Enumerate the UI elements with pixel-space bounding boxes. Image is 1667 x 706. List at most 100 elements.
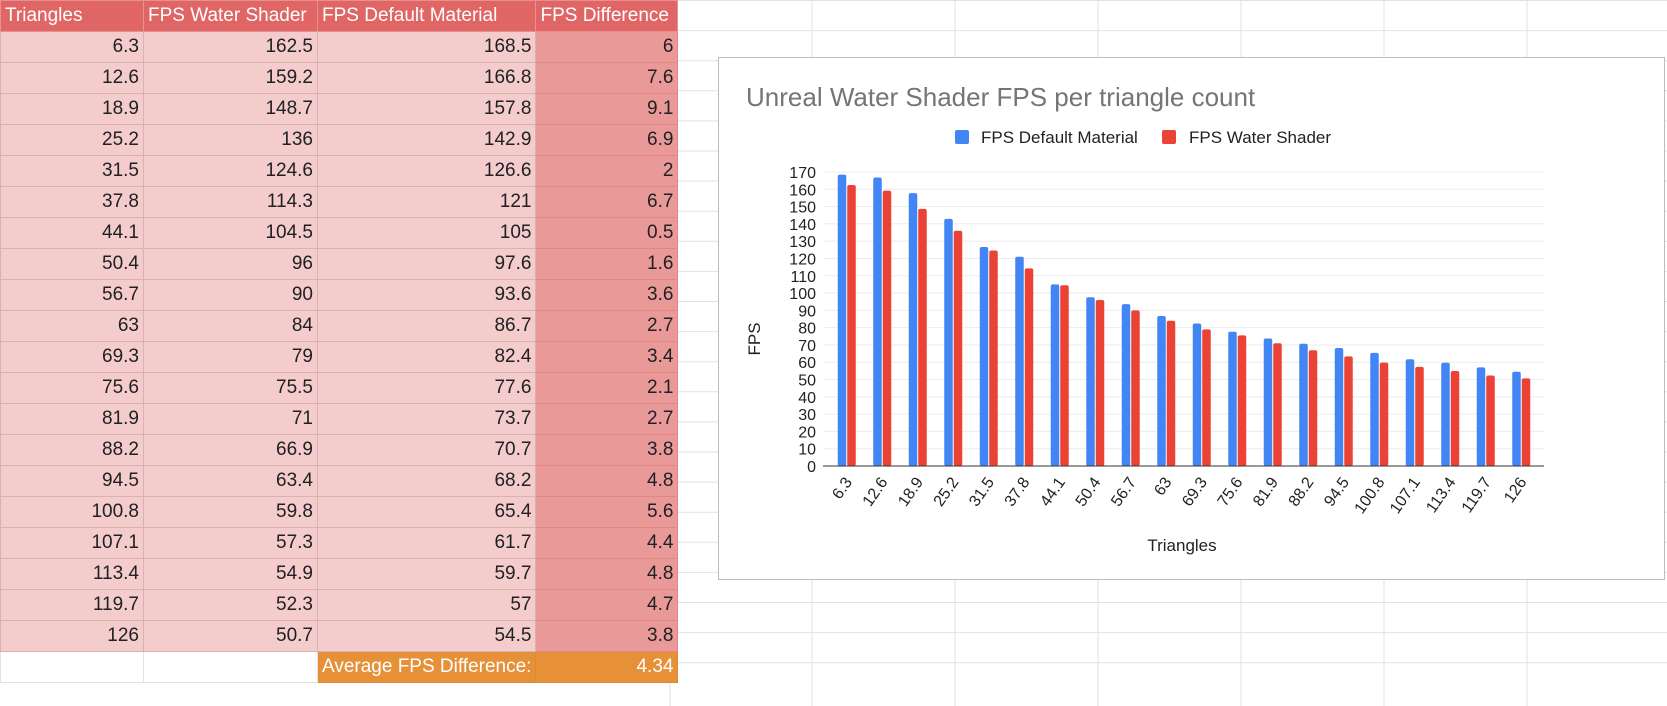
bar-water-shader[interactable] <box>1202 329 1211 466</box>
header-cell[interactable]: FPS Difference <box>535 0 679 32</box>
table-cell[interactable]: 5.6 <box>535 496 679 528</box>
table-cell[interactable]: 82.4 <box>316 341 537 373</box>
table-cell[interactable]: 88.2 <box>0 434 144 466</box>
table-cell[interactable]: 97.6 <box>316 248 537 280</box>
table-cell[interactable]: 121 <box>316 186 537 218</box>
bar-water-shader[interactable] <box>1344 356 1353 466</box>
table-cell[interactable]: 4.8 <box>535 465 679 497</box>
table-cell[interactable]: 18.9 <box>0 93 144 125</box>
table-cell[interactable]: 66.9 <box>143 434 318 466</box>
empty-cell[interactable] <box>0 651 144 683</box>
bar-water-shader[interactable] <box>882 190 892 466</box>
bar-water-shader[interactable] <box>1521 378 1531 466</box>
table-cell[interactable]: 57.3 <box>143 527 318 559</box>
table-cell[interactable]: 6.3 <box>0 31 144 63</box>
table-cell[interactable]: 3.8 <box>535 620 679 652</box>
table-cell[interactable]: 0.5 <box>535 217 679 249</box>
table-cell[interactable]: 63.4 <box>143 465 318 497</box>
table-cell[interactable]: 2.7 <box>535 403 679 435</box>
table-cell[interactable]: 119.7 <box>0 589 144 621</box>
bar-default-material[interactable] <box>1015 256 1024 466</box>
bar-default-material[interactable] <box>1476 367 1486 466</box>
table-cell[interactable]: 94.5 <box>0 465 144 497</box>
table-cell[interactable]: 81.9 <box>0 403 144 435</box>
bar-water-shader[interactable] <box>847 184 856 466</box>
table-cell[interactable]: 6.7 <box>535 186 679 218</box>
table-cell[interactable]: 54.5 <box>316 620 537 652</box>
bar-default-material[interactable] <box>1370 352 1379 466</box>
table-cell[interactable]: 159.2 <box>143 62 318 94</box>
table-cell[interactable]: 104.5 <box>143 217 318 249</box>
table-cell[interactable]: 4.7 <box>535 589 679 621</box>
table-cell[interactable]: 54.9 <box>143 558 318 590</box>
bar-water-shader[interactable] <box>1308 350 1318 466</box>
table-cell[interactable]: 3.6 <box>535 279 679 311</box>
header-cell[interactable]: FPS Default Material <box>316 0 537 32</box>
table-cell[interactable]: 162.5 <box>143 31 318 63</box>
table-cell[interactable]: 57 <box>316 589 537 621</box>
bar-default-material[interactable] <box>1228 331 1237 466</box>
table-cell[interactable]: 114.3 <box>143 186 318 218</box>
table-cell[interactable]: 6 <box>535 31 679 63</box>
table-cell[interactable]: 100.8 <box>0 496 144 528</box>
table-cell[interactable]: 113.4 <box>0 558 144 590</box>
table-cell[interactable]: 12.6 <box>0 62 144 94</box>
bar-water-shader[interactable] <box>1273 343 1282 466</box>
table-cell[interactable]: 31.5 <box>0 155 144 187</box>
table-cell[interactable]: 148.7 <box>143 93 318 125</box>
table-cell[interactable]: 71 <box>143 403 318 435</box>
table-cell[interactable]: 65.4 <box>316 496 537 528</box>
table-cell[interactable]: 75.6 <box>0 372 144 404</box>
table-cell[interactable]: 59.8 <box>143 496 318 528</box>
table-cell[interactable]: 168.5 <box>316 31 537 63</box>
bar-default-material[interactable] <box>1405 359 1415 466</box>
table-cell[interactable]: 79 <box>143 341 318 373</box>
bar-default-material[interactable] <box>1441 362 1450 466</box>
bar-water-shader[interactable] <box>918 208 927 466</box>
bar-default-material[interactable] <box>1263 338 1273 466</box>
bar-default-material[interactable] <box>1121 304 1131 466</box>
table-cell[interactable]: 1.6 <box>535 248 679 280</box>
bar-water-shader[interactable] <box>1131 310 1140 466</box>
bar-water-shader[interactable] <box>1415 366 1424 466</box>
table-cell[interactable]: 107.1 <box>0 527 144 559</box>
table-cell[interactable]: 126 <box>0 620 144 652</box>
table-cell[interactable]: 84 <box>143 310 318 342</box>
table-cell[interactable]: 25.2 <box>0 124 144 156</box>
table-cell[interactable]: 50.4 <box>0 248 144 280</box>
table-cell[interactable]: 86.7 <box>316 310 537 342</box>
header-cell[interactable]: FPS Water Shader <box>143 0 318 32</box>
bar-water-shader[interactable] <box>989 250 998 466</box>
table-cell[interactable]: 73.7 <box>316 403 537 435</box>
table-cell[interactable]: 126.6 <box>316 155 537 187</box>
bar-water-shader[interactable] <box>1237 335 1247 466</box>
table-cell[interactable]: 93.6 <box>316 279 537 311</box>
bar-default-material[interactable] <box>1334 348 1344 466</box>
empty-cell[interactable] <box>143 651 318 683</box>
chart[interactable]: Unreal Water Shader FPS per triangle cou… <box>718 57 1665 580</box>
table-cell[interactable]: 59.7 <box>316 558 537 590</box>
bar-default-material[interactable] <box>944 218 953 466</box>
bar-water-shader[interactable] <box>1450 371 1460 466</box>
table-cell[interactable]: 50.7 <box>143 620 318 652</box>
table-cell[interactable]: 2 <box>535 155 679 187</box>
table-cell[interactable]: 69.3 <box>0 341 144 373</box>
bar-default-material[interactable] <box>873 177 882 466</box>
bar-water-shader[interactable] <box>953 230 963 466</box>
table-cell[interactable]: 142.9 <box>316 124 537 156</box>
average-label-cell[interactable]: Average FPS Difference: <box>316 651 537 683</box>
bar-water-shader[interactable] <box>1166 320 1176 466</box>
table-cell[interactable]: 3.8 <box>535 434 679 466</box>
table-cell[interactable]: 70.7 <box>316 434 537 466</box>
bar-default-material[interactable] <box>908 193 918 466</box>
bar-default-material[interactable] <box>1157 316 1166 466</box>
table-cell[interactable]: 157.8 <box>316 93 537 125</box>
table-cell[interactable]: 37.8 <box>0 186 144 218</box>
bar-default-material[interactable] <box>1299 343 1308 466</box>
bar-water-shader[interactable] <box>1379 362 1389 466</box>
table-cell[interactable]: 4.8 <box>535 558 679 590</box>
table-cell[interactable]: 166.8 <box>316 62 537 94</box>
table-cell[interactable]: 3.4 <box>535 341 679 373</box>
table-cell[interactable]: 96 <box>143 248 318 280</box>
bar-default-material[interactable] <box>837 174 847 466</box>
